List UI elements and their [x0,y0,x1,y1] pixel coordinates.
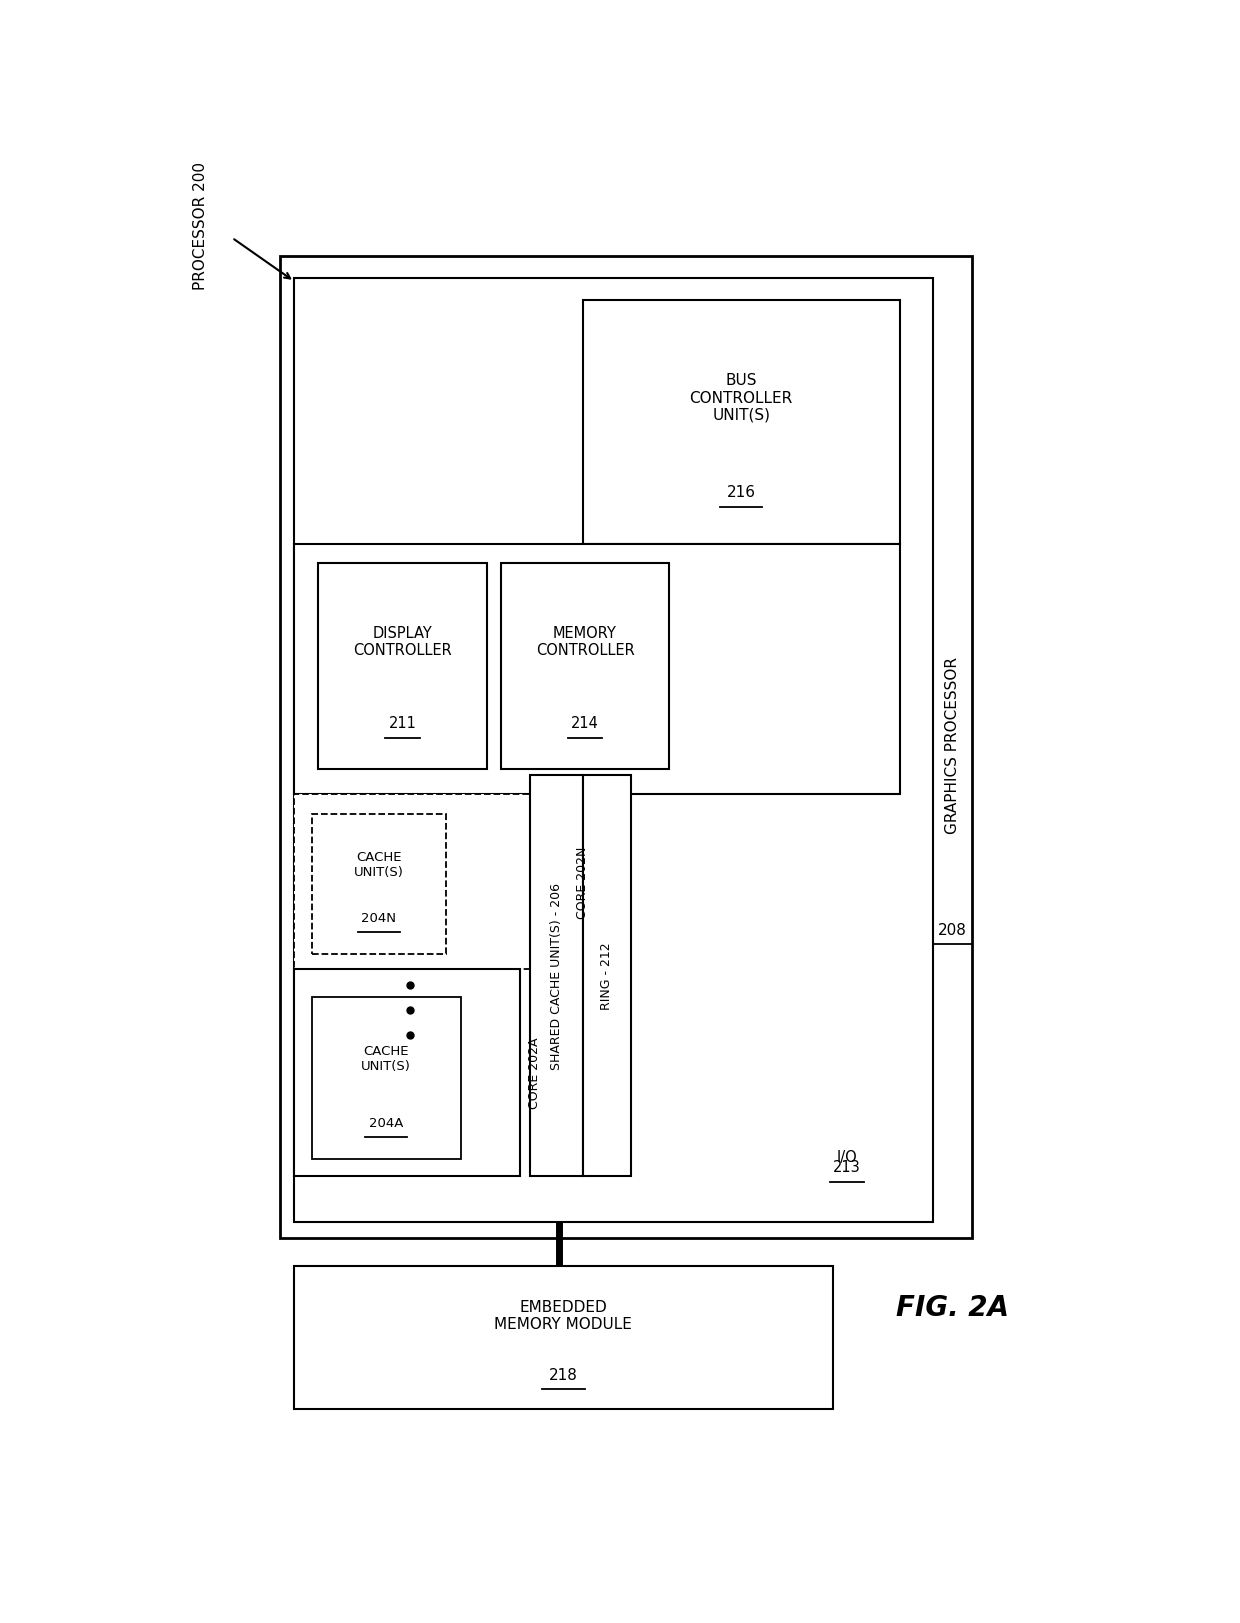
Bar [294,1266,832,1409]
Text: 218: 218 [549,1367,578,1383]
Text: 211: 211 [388,716,417,730]
Text: CORE 202N: CORE 202N [577,846,589,919]
Bar [294,545,900,795]
Text: I/O: I/O [837,1149,857,1165]
Bar [294,279,934,1222]
Text: 204N: 204N [361,912,397,925]
Bar [311,815,446,954]
Text: EMBEDDED
MEMORY MODULE: EMBEDDED MEMORY MODULE [495,1298,632,1331]
Bar [319,563,486,769]
Text: MEMORY
CONTROLLER: MEMORY CONTROLLER [536,625,635,657]
Text: CACHE
UNIT(S): CACHE UNIT(S) [353,850,404,878]
Text: SHARED CACHE UNIT(S) - 206: SHARED CACHE UNIT(S) - 206 [549,883,563,1070]
Bar [294,795,568,969]
Bar [311,997,460,1159]
Text: FIG. 2A: FIG. 2A [897,1294,1009,1321]
Text: BUS
CONTROLLER
UNIT(S): BUS CONTROLLER UNIT(S) [689,373,792,422]
Text: DISPLAY
CONTROLLER: DISPLAY CONTROLLER [353,625,451,657]
Bar [280,256,972,1238]
Text: 208: 208 [939,922,967,936]
Text: RING - 212: RING - 212 [600,941,613,1010]
Text: PROCESSOR 200: PROCESSOR 200 [193,162,208,291]
Text: CACHE
UNIT(S): CACHE UNIT(S) [361,1044,410,1073]
Bar [529,776,583,1175]
Bar [583,300,900,545]
Text: 213: 213 [833,1159,861,1175]
Text: 204A: 204A [370,1117,403,1130]
Bar [294,969,521,1175]
Text: CORE 202A: CORE 202A [528,1037,541,1109]
Text: GRAPHICS PROCESSOR: GRAPHICS PROCESSOR [945,656,960,833]
Text: 214: 214 [572,716,599,730]
Bar [583,776,631,1175]
Bar [501,563,670,769]
Text: 216: 216 [727,485,755,500]
